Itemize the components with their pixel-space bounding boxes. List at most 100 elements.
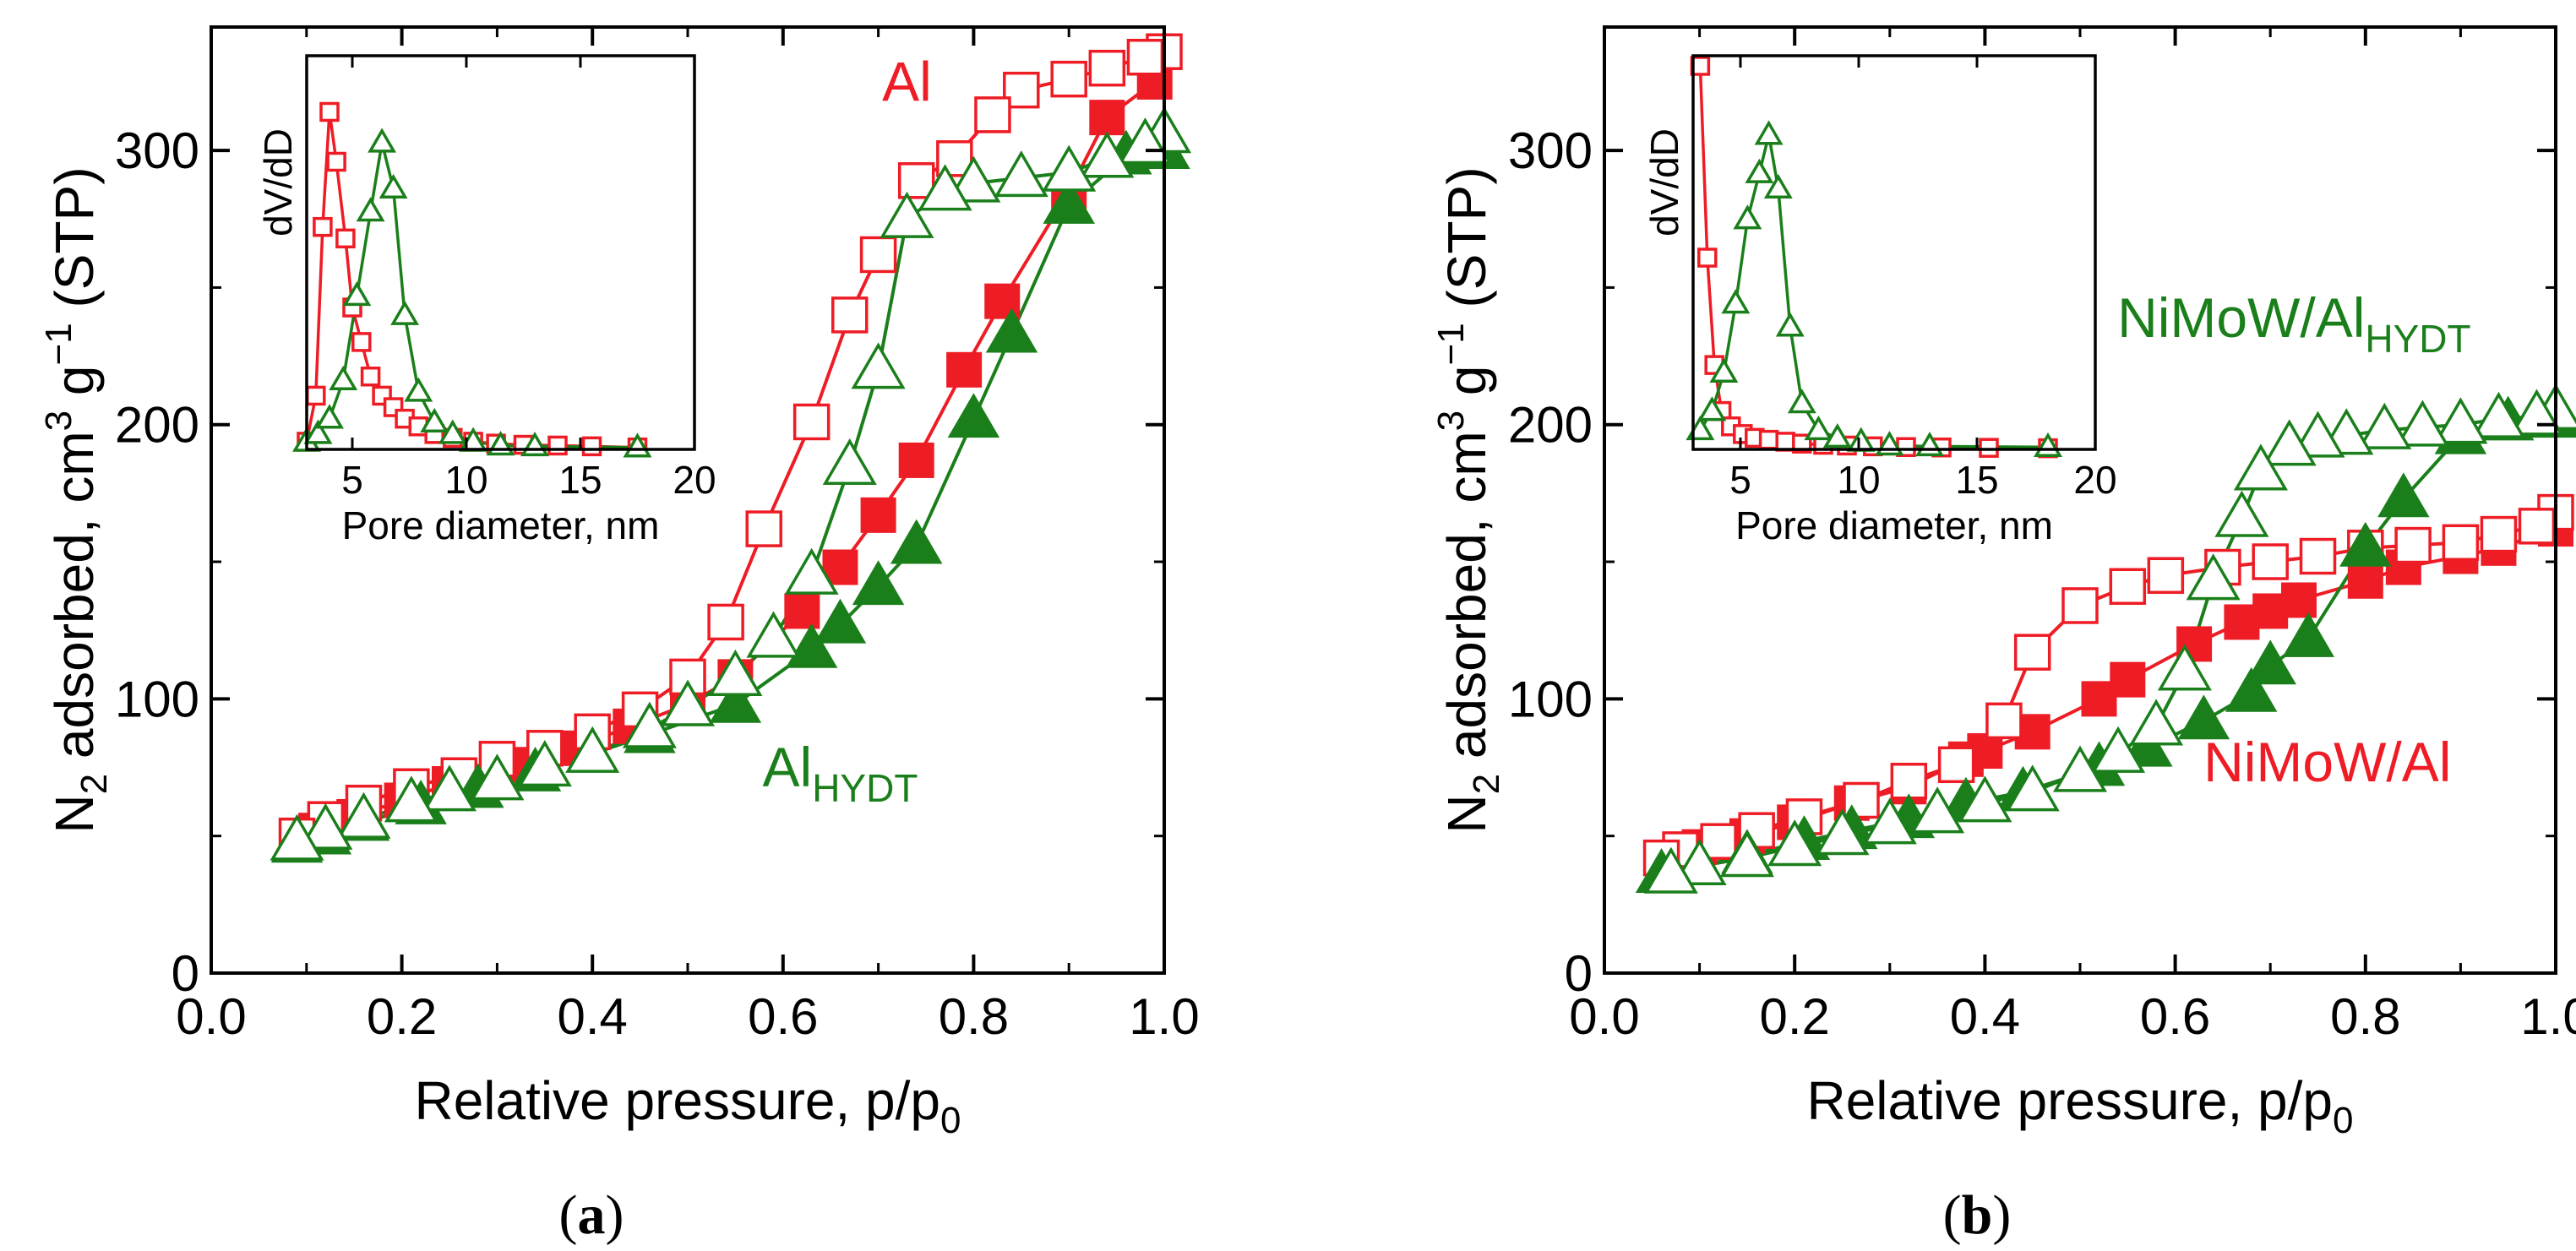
panel-b-inset: 5 10 15 20 Pore diameter, nm dV/dD (1642, 54, 2117, 547)
panel-a-x-axis-title: Relative pressure, p/p0 (414, 1070, 961, 1141)
panel-a-inset-series-1-point-3 (329, 365, 358, 391)
panel-a-series-1-point-8 (859, 236, 897, 274)
panel-b-series-2-point-13 (2282, 612, 2334, 657)
panel-a-y-tick-label-2: 200 (115, 397, 199, 454)
panel-a-series-1-point-12 (707, 603, 744, 641)
panel-a-y-axis-title: N2 adsorbed, cm3 g−1 (STP) (38, 166, 115, 833)
panel-b-inset-x-tick-label-2: 15 (1955, 458, 1998, 502)
panel-a-inset-y-axis-title: dV/dD (256, 128, 300, 237)
panel-b-annotations: NiMoW/AlHYDT NiMoW/Al (2117, 286, 2471, 793)
panel-b-inset-series-1-point-7 (1763, 173, 1793, 199)
panel-b-series-3-point-22 (1719, 830, 1774, 878)
panel-a-x-tick-label-3: 0.6 (748, 988, 818, 1045)
panel-a-inset-series-0-point-7 (351, 332, 372, 352)
panel-b-y-tick-label-2: 200 (1508, 397, 1593, 454)
panel-b-inset-x-tick-label-1: 10 (1837, 458, 1880, 502)
panel-b-inset-series-1-point-9 (1787, 389, 1816, 414)
panel-b-series-3-point-11 (2186, 553, 2241, 601)
panel-b-series-1-point-1 (2518, 508, 2556, 545)
panel-a-inset: 5 10 15 20 Pore diameter, nm dV/dD (256, 54, 716, 547)
panel-b-y-tick-label-1: 100 (1508, 671, 1593, 727)
panel-b-y-tick-label-0: 0 (1565, 945, 1593, 1002)
panel-b-series-3-point-7 (2290, 411, 2345, 458)
panel-a-series-2-point-15 (1043, 179, 1095, 224)
panel-b-series-2-point-14 (2339, 521, 2392, 567)
panel-b-inset-series-0-point-8 (1775, 432, 1795, 452)
panel-b-series-0-point-11 (2176, 626, 2213, 662)
panel-a-series-3-point-7 (880, 191, 934, 238)
panel-b-series-2-point-12 (2244, 639, 2296, 685)
panel-a-series-2-point-12 (890, 519, 943, 564)
panel-b-inset-series-1-point-4 (1733, 204, 1762, 230)
panel-b-series-3-point-13 (2129, 699, 2184, 746)
panel-a-series-3-point-6 (918, 164, 972, 211)
panel-a-series-0-point-10 (784, 593, 820, 629)
panel-b-series-3-point-16 (2005, 764, 2060, 812)
panel-a-inset-series-0-point-4 (326, 151, 346, 172)
panel-b-series-3-point-17 (1958, 775, 2012, 823)
panel-b-inset-x-tick-label-3: 20 (2073, 458, 2116, 502)
panel-a-series-3-point-15 (565, 726, 620, 773)
panel-a-series-3-point-14 (622, 701, 677, 748)
panel-b-series (1635, 383, 2576, 894)
panel-a-y-tick-label-3: 300 (115, 122, 199, 179)
panel-b-series-3-point-12 (2157, 644, 2212, 691)
panel-a-annotation-1: AlHYDT (763, 736, 918, 810)
panel-a-inset-series-1-point-2 (315, 404, 344, 429)
panel-a-inset-series-1-point-5 (356, 197, 385, 222)
panel-a-series-3-point-9 (822, 438, 877, 486)
panel-b-inset-series-1-point-6 (1754, 120, 1784, 145)
panel-a-series-3-point-22 (270, 813, 324, 861)
panel-a-y-tick-label-0: 0 (172, 945, 199, 1002)
panel-a-series-2-point-8 (709, 677, 762, 723)
panel-b-series-3-point-24 (1643, 846, 1698, 894)
panel-a-series-1-point-1 (1126, 38, 1164, 76)
panel-a-inset-series-1-point-4 (342, 280, 372, 307)
panel-a-inset-series-0-point-1 (306, 385, 326, 406)
panel-a-inset-x-axis-title: Pore diameter, nm (342, 503, 660, 547)
panel-a-series-3-markers (270, 106, 1192, 861)
panel-b-inset-series-1-point-10 (1804, 415, 1833, 441)
panel-b-inset-y-axis-title: dV/dD (1642, 128, 1686, 237)
panel-a-x-tick-label-4: 0.8 (939, 988, 1009, 1045)
panel-a-series-1-point-7 (897, 162, 935, 199)
panel-b-inset-series-1-point-11 (1822, 422, 1852, 449)
panel-b-inset-series-1-markers (1686, 120, 2062, 458)
panel-b-inset-series-0-point-7 (1758, 429, 1779, 450)
panel-a-inset-series-0-point-5 (335, 228, 356, 249)
panel-a-ticks: 0.0 0.2 0.4 0.6 0.8 1.0 0 100 200 300 (115, 27, 1200, 1045)
panel-b-series-1-point-7 (2252, 543, 2289, 580)
panel-b-inset-x-tick-label-0: 5 (1729, 458, 1751, 502)
panel-b-x-tick-label-3: 0.6 (2140, 988, 2210, 1045)
panel-b-series-1-point-3 (2442, 524, 2480, 562)
panel-b-series-0-point-15 (2347, 563, 2383, 599)
panel-a-x-tick-label-1: 0.2 (367, 988, 437, 1045)
panel-a-inset-series-0-point-2 (313, 216, 333, 237)
panel-a-series-2-point-14 (985, 307, 1038, 353)
panel-a-inset-series-1-point-11 (438, 419, 467, 444)
panel-b-series-3-point-14 (2090, 726, 2146, 773)
panel-b-x-tick-label-1: 0.2 (1759, 988, 1829, 1045)
panel-b-series-1-point-14 (1937, 746, 1975, 784)
panel-b-inset-x-axis-title: Pore diameter, nm (1735, 503, 2053, 547)
panel-b-series-3-point-5 (2357, 402, 2412, 449)
panel-a-annotation-0: Al (882, 51, 932, 113)
panel-a-x-tick-label-0: 0.0 (176, 988, 246, 1045)
panel-a-label: (a) (559, 1184, 624, 1246)
panel-a-series-0-point-12 (860, 497, 896, 533)
panel-a-series-3-point-4 (994, 150, 1048, 198)
panel-b-x-axis-title: Relative pressure, p/p0 (1806, 1070, 2353, 1141)
panel-a-inset-x-tick-label-2: 15 (558, 458, 602, 502)
panel-b-series-3-point-10 (2214, 490, 2269, 537)
panel-a-series-3-point-3 (1042, 144, 1097, 192)
panel-a-series-1-point-5 (974, 96, 1011, 133)
panel-b-annotation-1: NiMoW/Al (2203, 731, 2451, 793)
panel-b-series-3-point-9 (2233, 443, 2288, 491)
panel-a-series-1-point-2 (1088, 49, 1126, 87)
panel-a-inset-x-tick-label-0: 5 (341, 458, 363, 502)
panel-b-annotation-0: NiMoW/AlHYDT (2117, 286, 2471, 361)
panel-b-series-1-point-12 (2013, 634, 2051, 671)
panel-b-inset-series-1-point-8 (1775, 312, 1805, 337)
